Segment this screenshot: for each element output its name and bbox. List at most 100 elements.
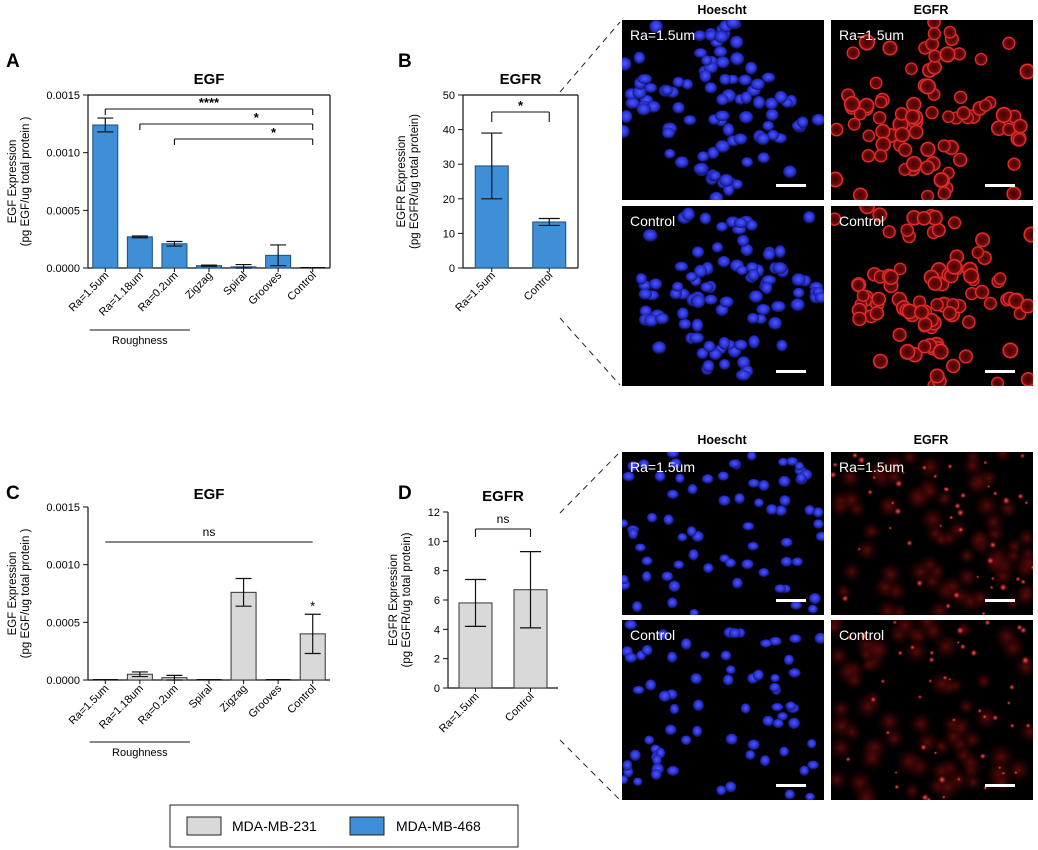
nucleus-blob: [664, 148, 676, 159]
nucleus-blob: [752, 96, 766, 110]
nucleus-blob: [666, 489, 679, 500]
egfr-spot: [997, 765, 1002, 770]
cell-membrane-blob: [869, 76, 883, 90]
egfr-spot: [1019, 453, 1026, 459]
cell-membrane-blob: [856, 289, 870, 303]
nucleus-blob: [632, 85, 647, 100]
nucleus-blob: [733, 339, 748, 351]
nucleus-blob: [729, 35, 744, 49]
nucleus-blob: [775, 505, 787, 516]
egfr-spot: [845, 756, 851, 762]
cell-membrane-blob: [926, 59, 943, 75]
nucleus-blob: [747, 541, 759, 551]
nucleus-blob: [650, 769, 662, 780]
nucleus-blob: [701, 55, 713, 66]
nucleus-blob: [764, 97, 779, 110]
nucleus-blob: [625, 97, 640, 109]
nucleus-blob: [790, 298, 805, 312]
nucleus-blob: [814, 632, 824, 644]
nucleus-blob: [745, 750, 756, 760]
egfr-spot: [989, 541, 997, 549]
cell-membrane-blob: [872, 110, 887, 125]
nucleus-blob: [733, 217, 748, 229]
nucleus-blob: [741, 157, 753, 168]
nucleus-blob: [681, 79, 693, 90]
image-column-title-egfr-bottom: EGFR: [914, 433, 949, 447]
nucleus-blob: [700, 650, 711, 660]
nucleus-blob: [725, 781, 737, 793]
nucleus-blob: [644, 314, 659, 327]
bar-b-0: [474, 165, 509, 269]
x-tick-label-b-0: Ra=1.5um: [453, 270, 498, 315]
cell-haze-blob: [969, 586, 993, 611]
image-label: Ra=1.5um: [630, 459, 695, 475]
nucleus-blob: [669, 703, 680, 715]
cell-haze-blob: [902, 781, 922, 800]
nucleus-blob: [715, 221, 728, 232]
y-tick-label-c: 0.0015: [46, 502, 80, 514]
y-axis-label-c: EGF Expression(pg EGF/ug total protein ): [7, 528, 32, 658]
nucleus-blob: [645, 679, 657, 691]
panel-letter-b: B: [398, 51, 412, 72]
cell-haze-blob: [877, 561, 904, 588]
cell-haze-blob: [890, 620, 920, 640]
cell-membrane-blob: [882, 224, 897, 239]
microscopy-panel-egfr-ra-mda-mb-231: Ra=1.5um: [831, 452, 1033, 615]
nucleus-blob: [728, 628, 741, 639]
egfr-spot: [970, 649, 978, 657]
nucleus-blob: [788, 668, 801, 678]
nucleus-blob: [641, 571, 652, 583]
scale-bar: [985, 784, 1015, 787]
nucleus-blob: [758, 480, 770, 491]
nucleus-blob: [725, 733, 738, 745]
nucleus-blob: [686, 526, 697, 537]
nucleus-blob: [769, 636, 782, 646]
nucleus-blob: [697, 151, 710, 162]
nucleus-blob: [770, 300, 786, 313]
cell-membrane-blob: [905, 96, 922, 113]
nucleus-blob: [811, 113, 824, 126]
panel-letter-a: A: [6, 51, 20, 72]
nucleus-blob: [774, 245, 786, 258]
cell-haze-blob: [992, 452, 1013, 464]
egfr-spot: [917, 694, 923, 700]
chart-panel-c: EGF 0.0000 0.0005 0.0010 0.0015 EGF Expressio…: [7, 486, 330, 759]
nucleus-blob: [666, 765, 680, 776]
legend-swatch-mda-mb-231: [186, 816, 222, 836]
nucleus-blob: [661, 85, 673, 96]
microscopy-image-grid: Ra=1.5um Ra=1.5um Control Control Ra=1.5um Ra…: [622, 20, 1033, 800]
nucleus-blob: [711, 242, 723, 253]
bar-a-0: [92, 124, 119, 269]
nucleus-blob: [780, 556, 793, 567]
nucleus-blob: [687, 484, 698, 495]
nucleus-blob: [667, 597, 678, 609]
nucleus-blob: [654, 471, 666, 482]
egfr-spot: [1008, 684, 1015, 691]
egfr-spot: [986, 484, 991, 489]
cell-membrane-blob: [974, 231, 991, 248]
egfr-spot: [857, 547, 861, 551]
egfr-spot: [859, 632, 868, 641]
egfr-spot: [933, 751, 938, 755]
cell-haze-blob: [1014, 548, 1033, 578]
nucleus-blob: [771, 703, 784, 712]
nucleus-blob: [683, 115, 697, 126]
cell-haze-blob: [979, 468, 999, 488]
image-column-title-hoescht-top: Hoescht: [697, 3, 747, 17]
nucleus-blob: [632, 777, 643, 786]
nucleus-blob: [622, 124, 630, 139]
egfr-spot: [983, 460, 988, 465]
cell-membrane-blob: [953, 90, 968, 105]
cell-membrane-blob: [831, 122, 844, 137]
cell-membrane-blob: [1020, 371, 1033, 386]
image-label: Ra=1.5um: [839, 27, 904, 43]
egfr-spot: [1002, 496, 1011, 505]
cell-membrane-blob: [929, 368, 945, 384]
cell-haze-blob: [907, 710, 935, 738]
cell-membrane-blob: [958, 349, 974, 364]
nucleus-blob: [761, 281, 773, 295]
y-tick-label-d: 2: [434, 654, 440, 666]
nucleus-blob: [748, 335, 760, 349]
nucleus-blob: [658, 690, 671, 702]
nucleus-blob: [663, 514, 674, 526]
